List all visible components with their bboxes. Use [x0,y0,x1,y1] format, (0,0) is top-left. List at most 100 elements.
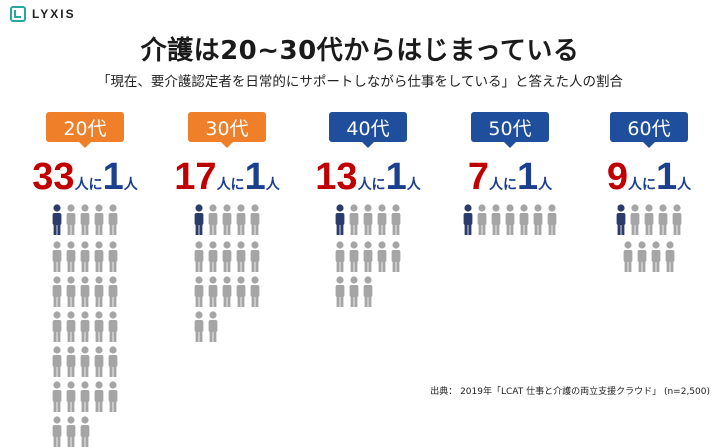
person-icon [208,311,218,342]
page-subtitle: 「現在、要介護認定者を日常的にサポートしながら仕事をしている」と答えた人の割合 [96,74,624,90]
person-icon [672,204,682,235]
ratio-connector: 人に [489,177,517,193]
people-row-highlight [579,204,719,235]
person-icon [94,311,104,342]
ratio-one: 1 [385,156,407,198]
person-icon [80,241,90,272]
person-icon [194,311,204,342]
person-icon [208,204,218,235]
person-icon [80,381,90,412]
person-icon [250,204,260,235]
person-icon [651,241,661,272]
person-icon [665,241,675,272]
person-icon [52,276,62,307]
age-badge: 50代 [471,112,549,148]
person-icon [477,204,487,235]
ratio-connector: 人に [216,177,245,193]
person-icon [349,241,359,272]
lyxis-logo-mark-icon [10,6,26,22]
person-icon [108,241,118,272]
person-icon [363,204,373,235]
person-icon [208,276,218,307]
ratio-connector: 人に [357,177,386,193]
person-icon [66,241,76,272]
ratio-unit: 人 [123,177,138,193]
person-icon [108,276,118,307]
age-group-4: 60代 9人に1人 [579,112,719,272]
ratio-unit: 人 [677,177,692,193]
person-icon [637,241,647,272]
person-icon [80,416,90,447]
age-badge: 60代 [610,112,688,148]
person-icon [66,311,76,342]
person-icon [505,204,515,235]
ratio-text: 7人に1人 [440,158,580,196]
ratio-text: 33人に1人 [15,158,155,196]
person-icon [80,311,90,342]
age-badge: 40代 [329,112,407,148]
people-row-highlight [298,204,438,235]
ratio-text: 9人に1人 [579,158,719,196]
person-icon [250,241,260,272]
person-icon [623,241,633,272]
ratio-text: 17人に1人 [157,158,297,196]
person-highlight-icon [463,204,473,235]
ratio-one: 1 [102,156,124,198]
person-icon [658,204,668,235]
person-icon [80,346,90,377]
person-icon [349,204,359,235]
person-icon [391,204,401,235]
person-icon [222,276,232,307]
person-icon [349,276,359,307]
ratio-unit: 人 [538,177,553,193]
person-icon [222,204,232,235]
ratio-unit: 人 [406,177,421,193]
person-icon [66,276,76,307]
person-icon [94,204,104,235]
age-group-0: 20代 33人に1人 [15,112,155,447]
page-title: 介護は20~30代からはじまっている [140,36,580,66]
person-icon [108,204,118,235]
person-icon [94,346,104,377]
person-icon [194,241,204,272]
ratio-number: 9 [606,156,628,198]
person-icon [491,204,501,235]
person-icon [80,276,90,307]
person-icon [108,311,118,342]
ratio-one: 1 [517,156,539,198]
person-icon [236,241,246,272]
ratio-number: 33 [32,156,75,198]
age-badge: 20代 [46,112,124,148]
age-group-1: 30代 17人に1人 [157,112,297,342]
person-icon [52,346,62,377]
person-icon [335,241,345,272]
person-highlight-icon [52,204,62,235]
person-icon [391,241,401,272]
age-group-3: 50代 7人に1人 [440,112,580,235]
person-icon [94,241,104,272]
ratio-number: 17 [174,156,217,198]
people-grid [157,241,297,342]
person-icon [66,346,76,377]
person-icon [363,241,373,272]
person-icon [377,241,387,272]
ratio-text: 13人に1人 [298,158,438,196]
person-icon [547,204,557,235]
person-icon [236,204,246,235]
person-icon [66,381,76,412]
age-badge: 30代 [188,112,266,148]
source-note: 出典： 2019年「LCAT 仕事と介護の両立支援クラウド」 (n=2,500) [430,387,710,397]
person-icon [94,381,104,412]
person-icon [533,204,543,235]
ratio-connector: 人に [74,177,103,193]
person-icon [66,416,76,447]
people-row-highlight [157,204,297,235]
person-icon [363,276,373,307]
people-grid [15,241,155,447]
person-icon [222,241,232,272]
person-icon [250,276,260,307]
people-grid [579,241,719,272]
person-icon [66,204,76,235]
person-icon [52,241,62,272]
person-icon [52,416,62,447]
